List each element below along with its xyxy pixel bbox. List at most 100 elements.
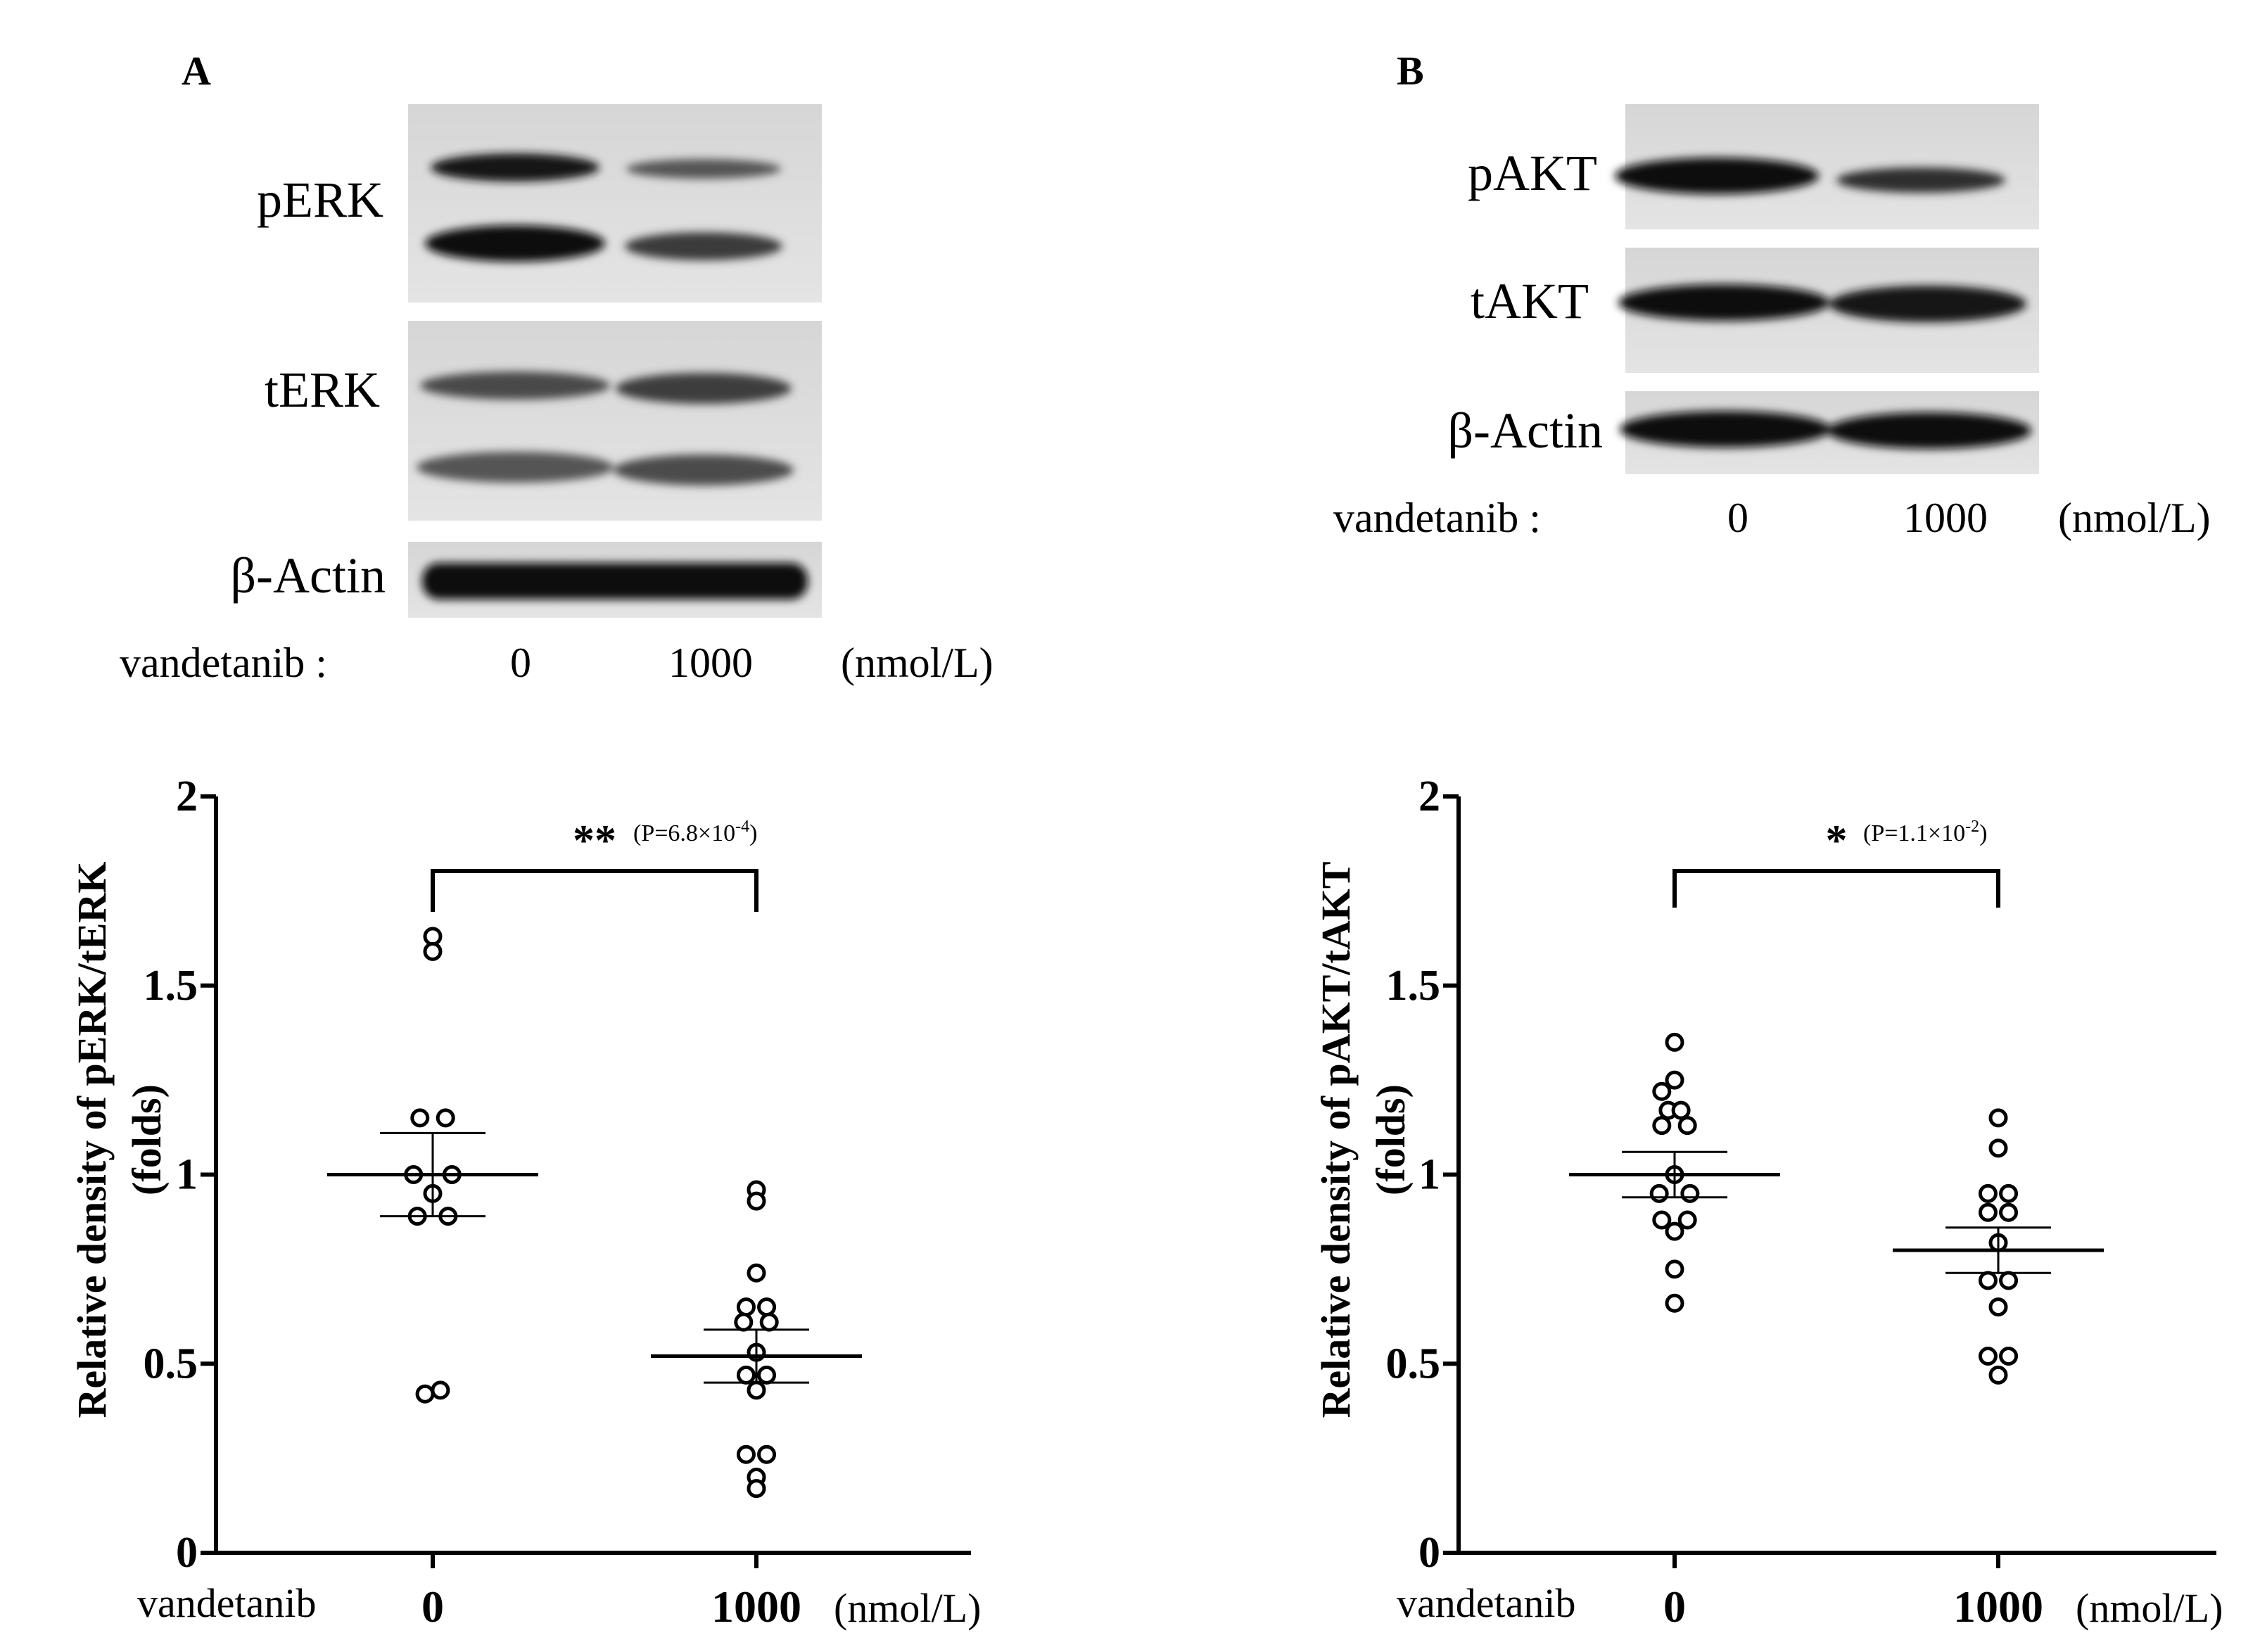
chart-b-x-label: vandetanib	[1397, 1580, 1575, 1626]
y-tick-label: 0	[1418, 1529, 1440, 1577]
chart-a-yticks: 0 0.5 1 1.5 2	[144, 773, 216, 1577]
blot-a-terk-strip	[408, 321, 822, 521]
blot-a-perk-bands	[425, 153, 782, 262]
perk-band-0-upper	[431, 153, 599, 182]
chart-b-stats	[1569, 1150, 2104, 1568]
data-point	[410, 1108, 430, 1128]
data-point	[1999, 1271, 2019, 1290]
data-point	[1665, 1293, 1684, 1313]
blot-b-pakt-bands	[1615, 158, 2005, 194]
data-point	[436, 1108, 455, 1128]
chart-b-yticks: 0 0.5 1 1.5 2	[1386, 773, 1459, 1577]
data-point	[747, 1191, 766, 1211]
chart-a-category-0: 0	[421, 1582, 444, 1632]
data-point	[1665, 1070, 1684, 1090]
chart-b-ylabel-2: (folds)	[1368, 1084, 1414, 1195]
data-point	[759, 1312, 779, 1332]
terk-band-0-lower	[417, 452, 614, 483]
blot-b-dose-0: 0	[1727, 495, 1748, 541]
significance-bracket	[1672, 869, 2000, 908]
blot-b-takt-bands	[1618, 284, 2026, 322]
chart-a-x-label: vandetanib	[137, 1580, 316, 1626]
chart-b-category-0: 0	[1663, 1582, 1686, 1632]
blot-b-dose-1000: 1000	[1903, 495, 1988, 541]
data-point	[747, 1479, 766, 1499]
chart-a-points	[404, 927, 779, 1499]
data-point	[1652, 1210, 1672, 1230]
pakt-band-1000	[1836, 167, 2005, 193]
terk-band-1000-upper	[616, 373, 792, 404]
data-point	[1978, 1202, 1998, 1222]
data-point	[747, 1380, 766, 1400]
data-point	[736, 1297, 756, 1317]
perk-band-1000-lower	[625, 232, 782, 260]
data-point	[1665, 1032, 1684, 1052]
chart-a-category-1000: 1000	[711, 1582, 801, 1632]
blot-a-unit: (nmol/L)	[841, 640, 993, 686]
takt-band-0	[1618, 284, 1829, 321]
chart-b-significance: * (P=1.1×10-2)	[1672, 817, 2000, 908]
data-point	[1677, 1116, 1697, 1136]
terk-band-1000-lower	[614, 455, 794, 485]
chart-b-ylabel: Relative density of pAKT/tAKT	[1313, 861, 1359, 1418]
data-point	[1680, 1183, 1700, 1203]
data-point	[1652, 1081, 1672, 1101]
data-point	[734, 1312, 754, 1332]
pakt-band-0	[1615, 158, 1819, 194]
panel-a-letter: A	[182, 48, 211, 94]
blot-a-row-label-terk: tERK	[265, 362, 380, 418]
blot-a-treatment-label: vandetanib :	[120, 640, 327, 686]
y-tick-label: 1	[176, 1151, 198, 1199]
data-point	[757, 1444, 777, 1464]
y-tick-label: 1.5	[1386, 962, 1441, 1010]
y-tick-label: 1	[1418, 1151, 1440, 1199]
data-point	[431, 1380, 450, 1400]
data-point	[1988, 1365, 2008, 1385]
chart-b-points	[1649, 1032, 2019, 1385]
chart-a-significance: ** (P=6.8×10-4)	[431, 817, 758, 912]
blot-a-dose-1000: 1000	[668, 640, 753, 686]
actin-b-band-1000	[1827, 412, 2031, 449]
chart-a-unit: (nmol/L)	[834, 1585, 981, 1631]
chart-b-unit: (nmol/L)	[2076, 1585, 2223, 1631]
data-point	[1652, 1116, 1672, 1136]
blot-b-row-label-takt: tAKT	[1471, 273, 1589, 329]
data-point	[1988, 1138, 2008, 1158]
perk-band-1000-upper	[626, 159, 781, 179]
y-tick-label: 0.5	[1386, 1340, 1441, 1387]
chart-a: Relative density of pERK/tERK (folds) 00…	[69, 773, 981, 1632]
panel-b-blot: B pAKT tAKT β-Actin vandetanib : 0 1000 …	[1333, 48, 2211, 541]
chart-b: Relative density of pAKT/tAKT (folds) 00…	[1313, 773, 2223, 1632]
blot-a-row-label-perk: pERK	[257, 172, 383, 228]
perk-band-0-lower	[425, 225, 605, 262]
data-point	[747, 1263, 766, 1283]
data-point	[1988, 1108, 2008, 1128]
y-tick-label: 2	[176, 773, 198, 820]
panel-a-blot: A pERK tERK β-Actin vandetanib : 0 1000 …	[120, 48, 993, 686]
data-point	[1665, 1221, 1684, 1241]
blot-a-actin-bands	[422, 563, 808, 599]
chart-a-ylabel-2: (folds)	[124, 1084, 170, 1195]
data-point	[415, 1384, 435, 1404]
blot-a-terk-bands	[417, 371, 794, 485]
data-point	[736, 1365, 756, 1385]
actin-a-band	[422, 563, 808, 599]
significance-bracket	[431, 869, 758, 912]
blot-b-row-label-pakt: pAKT	[1468, 145, 1597, 201]
data-point	[1978, 1347, 1998, 1366]
data-point	[1999, 1347, 2019, 1366]
significance-stars: *	[1826, 817, 1848, 865]
terk-band-0-upper	[420, 371, 610, 400]
data-point	[1978, 1271, 1998, 1290]
data-point	[1671, 1100, 1691, 1120]
blot-a-perk-strip	[408, 104, 822, 303]
takt-band-1000	[1829, 286, 2026, 322]
actin-b-band-0	[1620, 411, 1831, 447]
chart-b-category-1000: 1000	[1953, 1582, 2043, 1632]
y-tick-label: 2	[1418, 773, 1440, 820]
blot-b-treatment-label: vandetanib :	[1333, 495, 1541, 541]
chart-a-stats	[327, 1131, 862, 1568]
blot-a-dose-0: 0	[510, 640, 531, 686]
blot-b-unit: (nmol/L)	[2058, 495, 2211, 541]
